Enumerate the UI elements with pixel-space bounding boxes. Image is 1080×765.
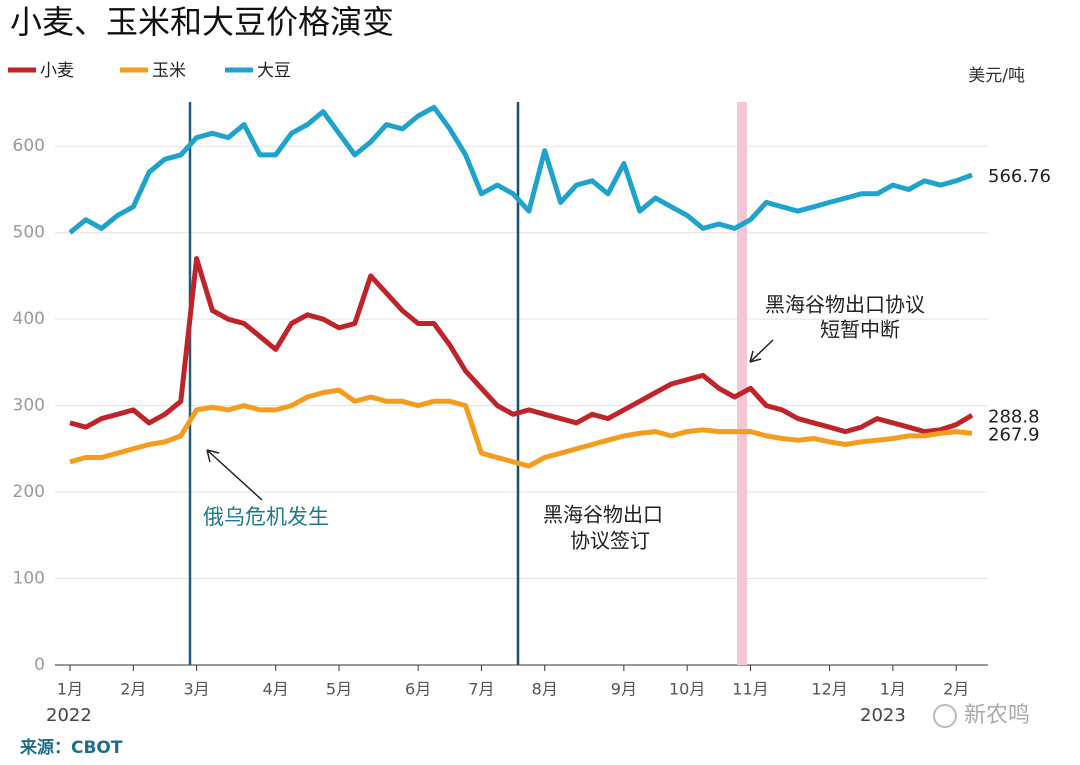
line-series: [69, 387, 973, 469]
watermark: 新农鸣: [964, 703, 1030, 728]
y-tick-label: 100: [13, 569, 45, 589]
x-tick-label: 5月: [326, 680, 352, 699]
event-band: [737, 102, 747, 665]
annotation: 短暂中断: [820, 318, 900, 342]
year-label: 2022: [46, 705, 92, 726]
legend-label: 大豆: [257, 61, 291, 81]
y-tick-label: 600: [13, 136, 45, 156]
end-label: 288.8: [988, 406, 1040, 427]
line-series: [69, 256, 974, 435]
legend-label: 玉米: [152, 61, 186, 81]
x-tick-label: 4月: [263, 680, 289, 699]
annotation: 黑海谷物出口: [543, 503, 663, 527]
x-tick-label: 1月: [57, 680, 83, 699]
y-tick-label: 500: [13, 223, 45, 243]
chart-title: 小麦、玉米和大豆价格演变: [10, 3, 394, 41]
source: 来源：CBOT: [19, 737, 123, 758]
arrows: [206, 339, 774, 501]
unit-label: 美元/吨: [968, 66, 1025, 86]
x-tick-label: 3月: [184, 680, 210, 699]
x-tick-label: 6月: [405, 680, 431, 699]
y-tick-label: 200: [13, 482, 45, 502]
x-tick-label: 11月: [732, 680, 768, 699]
annotation: 协议签订: [570, 529, 650, 553]
x-tick-label: 8月: [532, 680, 558, 699]
x-tick-label: 9月: [611, 680, 637, 699]
end-label: 566.76: [988, 166, 1051, 187]
x-tick-label: 1月: [880, 680, 906, 699]
end-label: 267.9: [988, 424, 1040, 445]
watermark-icon: [933, 704, 957, 728]
x-tick-label: 2月: [943, 680, 969, 699]
y-tick-label: 300: [13, 396, 45, 416]
line-series: [68, 104, 973, 235]
x-tick-label: 2月: [120, 680, 146, 699]
x-tick-label: 12月: [811, 680, 847, 699]
annotation: 黑海谷物出口协议: [765, 293, 925, 317]
x-tick-label: 7月: [468, 680, 494, 699]
x-tick-label: 10月: [669, 680, 705, 699]
annotation: 俄乌危机发生: [203, 505, 329, 529]
y-tick-label: 400: [13, 309, 45, 329]
year-label: 2023: [860, 705, 906, 726]
y-tick-label: 0: [34, 655, 45, 675]
legend-label: 小麦: [40, 61, 74, 81]
